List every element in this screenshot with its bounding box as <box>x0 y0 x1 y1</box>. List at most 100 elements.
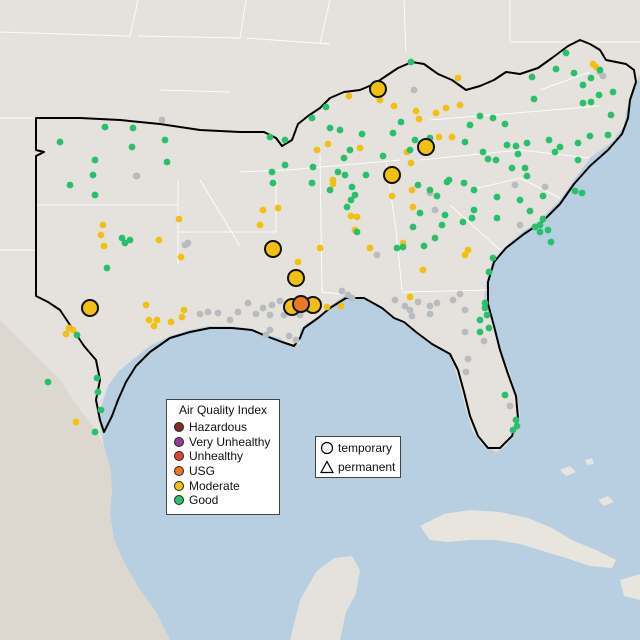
good-station-marker[interactable] <box>93 374 101 382</box>
good-station-marker[interactable] <box>551 148 559 156</box>
good-station-marker[interactable] <box>91 191 99 199</box>
good-station-marker[interactable] <box>44 378 52 386</box>
good-station-marker[interactable] <box>414 181 422 189</box>
moderate-station-marker[interactable] <box>316 244 324 252</box>
no-data-markers[interactable] <box>132 68 607 410</box>
good-station-marker[interactable] <box>523 172 531 180</box>
good-station-marker[interactable] <box>346 146 354 154</box>
good-station-marker[interactable] <box>399 243 407 251</box>
good-station-marker[interactable] <box>521 164 529 172</box>
moderate-markers[interactable] <box>62 60 600 426</box>
good-station-marker[interactable] <box>574 139 582 147</box>
moderate-station-marker[interactable] <box>274 204 282 212</box>
good-station-marker[interactable] <box>509 426 517 434</box>
good-station-marker[interactable] <box>476 316 484 324</box>
good-station-marker[interactable] <box>326 186 334 194</box>
moderate-station-marker[interactable] <box>415 115 423 123</box>
no-data-station-marker[interactable] <box>292 336 300 344</box>
moderate-station-marker[interactable] <box>442 104 450 112</box>
moderate-station-marker[interactable] <box>464 246 472 254</box>
moderate-station-marker[interactable] <box>294 258 302 266</box>
good-station-marker[interactable] <box>489 254 497 262</box>
moderate-temporary-monitor-marker[interactable] <box>287 269 305 287</box>
moderate-station-marker[interactable] <box>153 316 161 324</box>
no-data-station-marker[interactable] <box>285 332 293 340</box>
no-data-station-marker[interactable] <box>391 296 399 304</box>
good-markers[interactable] <box>44 49 617 436</box>
good-station-marker[interactable] <box>393 244 401 252</box>
good-station-marker[interactable] <box>161 136 169 144</box>
good-station-marker[interactable] <box>411 136 419 144</box>
no-data-station-marker[interactable] <box>456 290 464 298</box>
good-station-marker[interactable] <box>103 264 111 272</box>
good-station-marker[interactable] <box>479 148 487 156</box>
good-station-marker[interactable] <box>607 111 615 119</box>
moderate-station-marker[interactable] <box>69 326 77 334</box>
good-station-marker[interactable] <box>536 228 544 236</box>
good-station-marker[interactable] <box>73 331 81 339</box>
good-station-marker[interactable] <box>547 238 555 246</box>
moderate-station-marker[interactable] <box>456 101 464 109</box>
good-station-marker[interactable] <box>512 142 520 150</box>
moderate-station-marker[interactable] <box>167 318 175 326</box>
good-station-marker[interactable] <box>604 131 612 139</box>
good-station-marker[interactable] <box>539 215 547 223</box>
good-station-marker[interactable] <box>118 234 126 242</box>
good-station-marker[interactable] <box>516 196 524 204</box>
good-station-marker[interactable] <box>66 181 74 189</box>
good-station-marker[interactable] <box>526 207 534 215</box>
good-station-marker[interactable] <box>121 239 129 247</box>
usg-temporary-monitor-marker[interactable] <box>292 295 310 313</box>
good-station-marker[interactable] <box>416 209 424 217</box>
good-station-marker[interactable] <box>409 223 417 231</box>
moderate-station-marker[interactable] <box>329 176 337 184</box>
no-data-station-marker[interactable] <box>244 299 252 307</box>
no-data-station-marker[interactable] <box>431 206 439 214</box>
good-station-marker[interactable] <box>578 189 586 197</box>
good-station-marker[interactable] <box>571 187 579 195</box>
no-data-station-marker[interactable] <box>414 298 422 306</box>
good-station-marker[interactable] <box>426 186 434 194</box>
moderate-station-marker[interactable] <box>100 242 108 250</box>
good-station-marker[interactable] <box>493 193 501 201</box>
moderate-station-marker[interactable] <box>366 244 374 252</box>
good-station-marker[interactable] <box>281 161 289 169</box>
good-station-marker[interactable] <box>322 103 330 111</box>
good-station-marker[interactable] <box>126 236 134 244</box>
moderate-station-marker[interactable] <box>178 313 186 321</box>
moderate-station-marker[interactable] <box>72 418 80 426</box>
good-station-marker[interactable] <box>56 138 64 146</box>
moderate-station-marker[interactable] <box>461 251 469 259</box>
good-station-marker[interactable] <box>308 114 316 122</box>
moderate-station-marker[interactable] <box>62 330 70 338</box>
no-data-station-marker[interactable] <box>181 241 189 249</box>
good-station-marker[interactable] <box>609 88 617 96</box>
no-data-station-marker[interactable] <box>252 310 260 318</box>
good-station-marker[interactable] <box>552 65 560 73</box>
good-station-marker[interactable] <box>308 179 316 187</box>
good-station-marker[interactable] <box>574 156 582 164</box>
good-station-marker[interactable] <box>347 196 355 204</box>
good-station-marker[interactable] <box>420 242 428 250</box>
good-station-marker[interactable] <box>503 141 511 149</box>
no-data-station-marker[interactable] <box>506 402 514 410</box>
good-station-marker[interactable] <box>348 183 356 191</box>
good-station-marker[interactable] <box>530 95 538 103</box>
moderate-station-marker[interactable] <box>142 301 150 309</box>
no-data-station-marker[interactable] <box>259 304 267 312</box>
no-data-station-marker[interactable] <box>410 86 418 94</box>
moderate-temporary-monitor-marker[interactable] <box>417 138 435 156</box>
moderate-temporary-monitor-marker[interactable] <box>81 299 99 317</box>
no-data-station-marker[interactable] <box>276 297 284 305</box>
moderate-station-marker[interactable] <box>589 60 597 68</box>
moderate-station-marker[interactable] <box>337 302 345 310</box>
good-station-marker[interactable] <box>268 168 276 176</box>
no-data-station-marker[interactable] <box>262 331 270 339</box>
good-station-marker[interactable] <box>309 163 317 171</box>
good-station-marker[interactable] <box>281 136 289 144</box>
no-data-station-marker[interactable] <box>234 308 242 316</box>
good-station-marker[interactable] <box>334 168 342 176</box>
moderate-station-marker[interactable] <box>145 316 153 324</box>
moderate-station-marker[interactable] <box>406 293 414 301</box>
